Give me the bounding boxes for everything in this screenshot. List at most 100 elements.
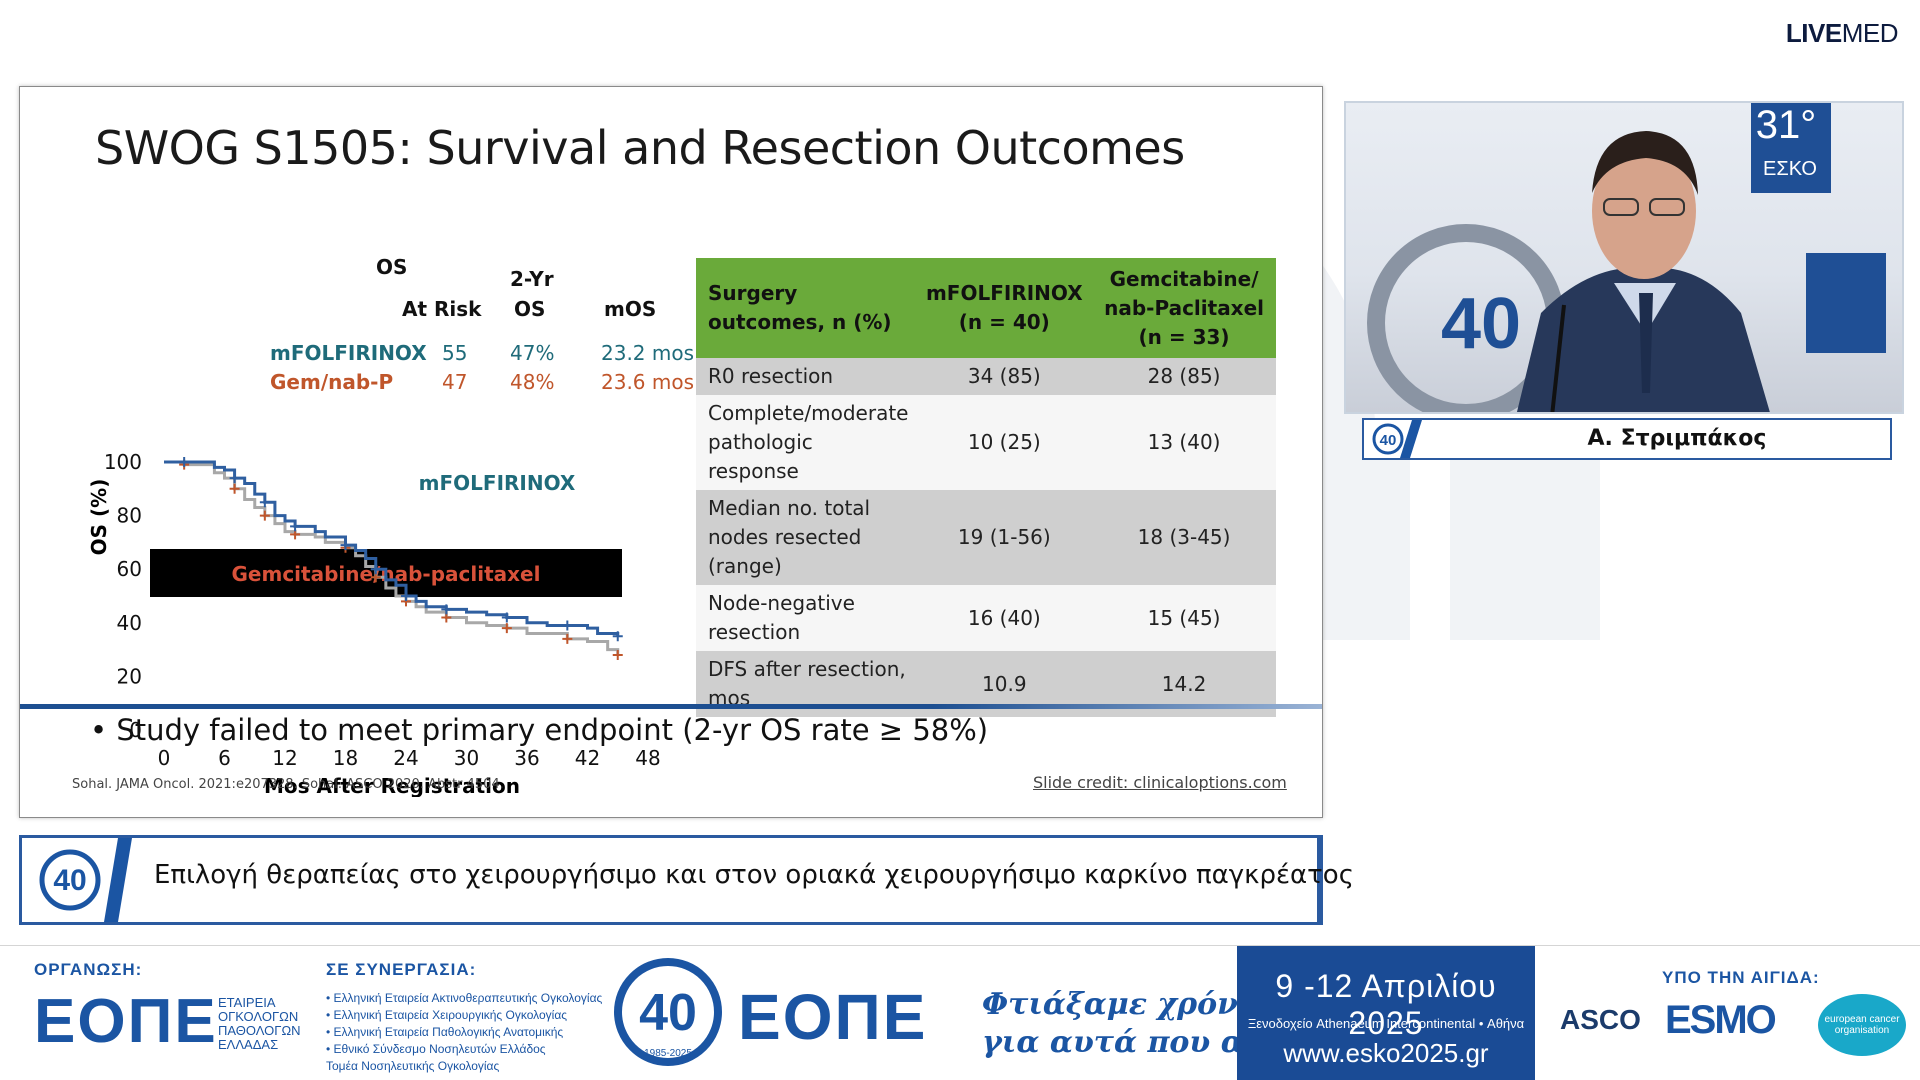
backdrop-panel [1751, 103, 1831, 193]
speaker-glasses-right [1649, 198, 1685, 216]
y-tick-label: 40 [117, 611, 142, 635]
x-tick-label: 36 [514, 746, 539, 770]
km-header-os2: OS [514, 297, 546, 321]
censor-mark [229, 473, 240, 484]
censor-mark [501, 623, 512, 634]
x-tick-label: 24 [393, 746, 418, 770]
x-tick-label: 0 [158, 746, 171, 770]
legend-mos: 23.6 mos [601, 370, 695, 394]
y-tick-label: 60 [117, 557, 142, 581]
y-axis-label: OS (%) [87, 479, 111, 556]
esmo-logo: ESMO [1665, 998, 1777, 1042]
event-date: 9 -12 Απριλίου 2025 [1275, 968, 1497, 1041]
table-cell: R0 resection [696, 358, 917, 395]
km-header-at-risk: At Risk [402, 297, 482, 321]
legend-2yr-os: 47% [510, 341, 555, 365]
y-tick-label: 20 [117, 664, 142, 688]
y-tick-label: 80 [117, 504, 142, 528]
x-tick-label: 42 [575, 746, 600, 770]
slide-credit-link[interactable]: Slide credit: clinicaloptions.com [1033, 773, 1287, 792]
list-item: • Ελληνική Εταιρεία Χειρουργικής Ογκολογ… [326, 1008, 568, 1022]
session-title-bar: 40 Επιλογή θεραπείας στο χειρουργήσιμο κ… [19, 835, 1354, 925]
table-row: R0 resection 34 (85) 28 (85) [696, 358, 1276, 395]
backdrop-40-text: 40 [1441, 284, 1521, 364]
table-cell: 19 (1-56) [916, 490, 1093, 585]
livemed-logo: LIVEMED [1785, 18, 1899, 48]
censor-mark [229, 483, 240, 494]
censor-mark [340, 540, 351, 551]
svg-text:40: 40 [1380, 432, 1397, 449]
x-tick-label: 18 [333, 746, 358, 770]
km-header-os: OS [376, 255, 408, 279]
km-header-2yr: 2-Yr [510, 267, 554, 291]
censor-mark [259, 510, 270, 521]
x-axis-label: Mos After Registration [264, 774, 520, 797]
y-axis-ticks: 0 20 40 60 80 100 [104, 450, 142, 742]
speaker-nametag: 40 Α. Στριμπάκος [1362, 418, 1892, 460]
legend-mos: 23.2 mos [601, 341, 695, 365]
cooperation-list: • Ελληνική Εταιρεία Ακτινοθεραπευτικής Ο… [326, 990, 602, 1075]
censor-mark [370, 564, 381, 575]
forty-years-logo: 40 1985-2025 [614, 958, 722, 1066]
legend-at-risk: 55 [442, 341, 468, 365]
km-header-mos: mOS [604, 297, 657, 321]
x-axis-ticks: 0 6 12 18 24 30 36 42 48 [158, 746, 661, 770]
event-url: www.esko2025.gr [1283, 1038, 1489, 1068]
censor-mark [259, 497, 270, 508]
table-cell: Complete/moderate pathologic response [696, 395, 917, 490]
backdrop-31-text: 31° [1756, 103, 1817, 147]
slide-citation: Sohal. JAMA Oncol. 2021:e207328. Sohal. … [72, 777, 504, 792]
legend-2yr-os: 48% [510, 370, 555, 394]
speaker-glasses-left [1603, 198, 1639, 216]
censor-mark [562, 620, 573, 631]
censor-mark [441, 604, 452, 615]
table-cell: 15 (45) [1092, 585, 1276, 651]
svg-text:40: 40 [53, 864, 86, 897]
organizer-label: ΟΡΓΑΝΩΣΗ: [34, 960, 143, 979]
speaker-tie [1639, 293, 1653, 393]
microphone [1550, 304, 1566, 412]
censor-mark [179, 457, 190, 467]
x-tick-label: 12 [272, 746, 297, 770]
list-item: • Ελληνική Εταιρεία Παθολογικής Ανατομικ… [326, 1025, 564, 1039]
table-cell: Node-negative resection [696, 585, 917, 651]
x-tick-label: 48 [635, 746, 660, 770]
censor-mark [562, 633, 573, 644]
legend-name: Gem/nab-P [270, 370, 394, 394]
slide-bullet: • Study failed to meet primary endpoint … [90, 713, 989, 747]
european-cancer-organisation-logo: european cancer organisation [1818, 994, 1906, 1056]
center-eope-logo: ΕΟΠΕ [738, 981, 928, 1053]
eope-logo: ΕΟΠΕ [34, 987, 218, 1056]
table-cell: 28 (85) [1092, 358, 1276, 395]
mfolfirinox-annotation-label: mFOLFIRINOX [419, 471, 576, 495]
presentation-slide: SWOG S1505: Survival and Resection Outco… [19, 86, 1323, 818]
svg-text:40: 40 [639, 984, 697, 1042]
list-item: • Ελληνική Εταιρεία Ακτινοθεραπευτικής Ο… [326, 991, 603, 1005]
speaker-scene: 31° ΕΣΚΟ 40 [1367, 103, 1886, 412]
table-row: Median no. total nodes resected (range) 1… [696, 490, 1276, 585]
table-cell: 13 (40) [1092, 395, 1276, 490]
censor-mark [290, 521, 301, 532]
speaker-video: 31° ΕΣΚΟ 40 [1344, 101, 1904, 414]
backdrop-esko-text: ΕΣΚΟ [1763, 158, 1817, 180]
km-series-line [164, 460, 620, 637]
table-header-cell: Gemcitabine/ nab-Paclitaxel (n = 33) [1092, 258, 1276, 358]
asco-logo: ASCO [1560, 1004, 1641, 1035]
y-tick-label: 100 [104, 450, 142, 474]
x-tick-label: 6 [218, 746, 231, 770]
speaker-hair [1592, 131, 1698, 195]
slide-title: SWOG S1505: Survival and Resection Outco… [95, 121, 1185, 175]
backdrop-letter [1806, 253, 1886, 353]
legend-at-risk: 47 [442, 370, 468, 394]
speaker-face [1592, 143, 1696, 279]
km-legend-gem-nab-p: Gem/nab-P 47 48% 23.6 mos [270, 370, 694, 394]
censor-mark [612, 631, 623, 642]
table-cell: Median no. total nodes resected (range) [696, 490, 917, 585]
censor-mark [612, 649, 623, 660]
table-header-cell: mFOLFIRINOX (n = 40) [916, 258, 1093, 358]
table-header-row: Surgery outcomes, n (%) mFOLFIRINOX (n =… [696, 258, 1276, 358]
patronage-label: ΥΠΟ ΤΗΝ ΑΙΓΙΔΑ: [1662, 968, 1820, 987]
table-header-cell: Surgery outcomes, n (%) [696, 258, 917, 358]
conference-banner: ΟΡΓΑΝΩΣΗ: ΕΟΠΕ ΕΤΑΙΡΕΙΑ ΟΓΚΟΛΟΓΩΝ ΠΑΘΟΛΟΓΩ… [0, 945, 1920, 1080]
